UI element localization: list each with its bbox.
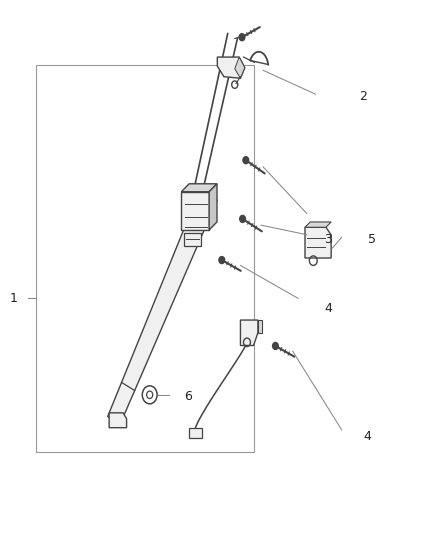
Polygon shape bbox=[188, 428, 201, 438]
Polygon shape bbox=[181, 192, 208, 230]
Text: 2: 2 bbox=[358, 90, 366, 103]
Polygon shape bbox=[109, 413, 126, 427]
Text: 6: 6 bbox=[184, 390, 192, 403]
Circle shape bbox=[239, 34, 244, 41]
Polygon shape bbox=[184, 233, 200, 246]
Circle shape bbox=[242, 157, 248, 164]
Polygon shape bbox=[234, 57, 244, 78]
Circle shape bbox=[239, 215, 245, 222]
Polygon shape bbox=[257, 320, 261, 333]
Polygon shape bbox=[304, 222, 330, 227]
Bar bbox=[36, 65, 254, 452]
Text: 4: 4 bbox=[323, 302, 331, 316]
Text: 4: 4 bbox=[363, 430, 371, 443]
Polygon shape bbox=[304, 227, 330, 258]
Text: 5: 5 bbox=[367, 233, 375, 246]
Text: 1: 1 bbox=[10, 292, 18, 305]
Text: 3: 3 bbox=[323, 233, 331, 246]
Circle shape bbox=[219, 256, 224, 263]
Polygon shape bbox=[208, 184, 216, 230]
Polygon shape bbox=[217, 57, 244, 78]
Polygon shape bbox=[240, 320, 257, 345]
Circle shape bbox=[272, 343, 278, 350]
Polygon shape bbox=[107, 190, 217, 424]
Polygon shape bbox=[181, 184, 216, 192]
